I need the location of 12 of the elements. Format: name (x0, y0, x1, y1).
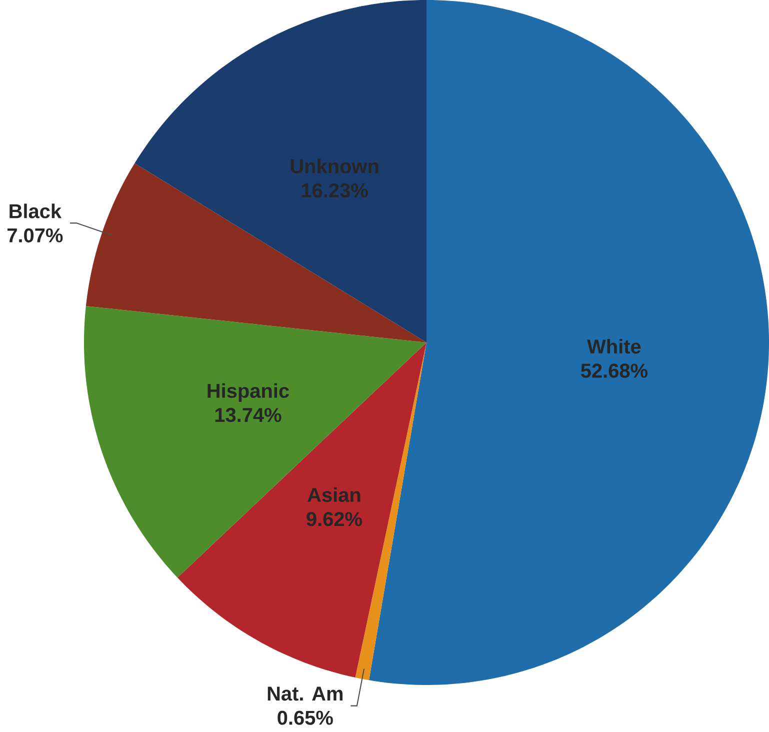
data-label: 0.65% (278, 710, 333, 726)
slice-label: Unknown (290, 158, 378, 174)
data-label: 16.23% (302, 184, 368, 198)
slice-label: Black (10, 204, 62, 219)
slice-label: Nat. Am (268, 687, 343, 701)
slice-label: Hispanic (208, 383, 289, 402)
data-label: 7.07% (8, 228, 63, 243)
slice-label: White (587, 339, 641, 354)
data-label: 13.74% (215, 408, 282, 422)
slice-label: Asian (308, 488, 360, 502)
data-label: 9.62% (306, 512, 362, 526)
data-label: 52.68% (580, 364, 648, 378)
